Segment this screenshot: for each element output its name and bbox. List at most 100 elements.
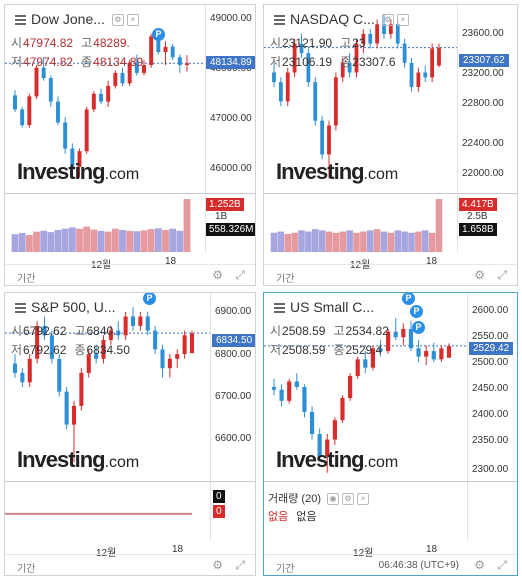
close-icon[interactable]: × — [396, 14, 409, 27]
settings-icon[interactable]: ⚙ — [111, 14, 124, 27]
period-label[interactable]: 기간 — [276, 564, 295, 575]
volume-bar — [61, 228, 69, 252]
candle — [163, 41, 168, 66]
p-badge-icon[interactable]: P — [152, 28, 165, 41]
panel-title[interactable]: NASDAQ C... ⚙ × — [274, 11, 409, 27]
candle — [116, 321, 121, 340]
candle-body — [48, 78, 53, 102]
period-label[interactable]: 기간 — [276, 274, 295, 285]
chart-panel-nasdaq[interactable]: NASDAQ C... ⚙ × 시23121.90 고23 저23106.19 종23… — [263, 4, 518, 286]
candle-body — [354, 43, 359, 73]
candle-body — [278, 82, 283, 102]
y-tick: 2600.00 — [472, 305, 509, 316]
y-axis: 23600.00 23200.00 22800.00 22400.00 2200… — [457, 5, 517, 193]
candle-body — [142, 65, 146, 73]
chart-panel-dow[interactable]: Dow Jone... ⚙ × 시47974.82 고48289. 저47974.8… — [4, 4, 256, 286]
gear-icon[interactable]: ⚙ — [212, 558, 223, 572]
period-label[interactable]: 기간 — [17, 564, 36, 575]
high-label: 고 — [340, 36, 352, 50]
expand-icon[interactable]: ⤢ — [497, 558, 507, 572]
expand-icon[interactable]: ⤢ — [497, 268, 507, 282]
menu-icon[interactable] — [274, 15, 285, 25]
candle — [409, 58, 414, 92]
ohlc-row-2: 저23106.19 종23307.6 — [270, 53, 404, 70]
close-icon[interactable]: × — [126, 14, 139, 27]
close-icon[interactable]: × — [357, 493, 370, 506]
volume-bar — [332, 232, 340, 252]
candle-body — [20, 372, 25, 383]
pane-separator[interactable] — [264, 481, 517, 482]
ohlc-row-2: 저2508.59 종2529.4 — [270, 341, 390, 358]
candle — [71, 401, 77, 463]
y-tick: 2300.00 — [472, 464, 509, 475]
volume-bar — [176, 230, 184, 252]
candle — [27, 354, 32, 387]
candle-body — [317, 434, 322, 457]
candle-body — [20, 109, 25, 126]
volume-bar — [47, 232, 55, 252]
panel-title[interactable]: Dow Jone... ⚙ × — [15, 11, 139, 27]
y-tick: 6900.00 — [215, 306, 252, 317]
period-label[interactable]: 기간 — [17, 274, 36, 285]
chart-panel-us-small-cap[interactable]: US Small C... 시2508.59 고2534.82 저2508.59 종… — [263, 292, 518, 576]
p-badge-icon[interactable]: P — [402, 293, 415, 305]
p-badge-icon[interactable]: P — [412, 321, 425, 334]
p-badge-icon[interactable]: P — [143, 293, 156, 305]
gear-icon[interactable]: ⚙ — [474, 268, 485, 282]
low-label: 저 — [11, 343, 23, 357]
candlestick-chart[interactable] — [5, 293, 210, 481]
candle — [347, 373, 353, 401]
visibility-icon[interactable]: ◉ — [327, 493, 340, 506]
candle — [189, 330, 195, 354]
candle — [167, 354, 172, 378]
y-tick: 49000.00 — [210, 13, 252, 24]
open-label: 시 — [11, 324, 23, 338]
volume-bar — [311, 229, 319, 252]
candle — [302, 384, 307, 418]
candle-body — [170, 46, 175, 58]
menu-icon[interactable] — [274, 303, 285, 313]
panel-title[interactable]: US Small C... — [274, 299, 374, 315]
panel-title[interactable]: S&P 500, U... — [15, 299, 116, 315]
candle — [368, 29, 373, 49]
volume-bar — [394, 230, 402, 252]
volume-tick-text: 1B — [215, 211, 228, 222]
candle-body — [332, 420, 337, 440]
y-tick: 46000.00 — [210, 163, 252, 174]
gear-icon[interactable]: ⚙ — [212, 268, 223, 282]
candlestick-chart[interactable] — [5, 5, 205, 193]
expand-icon[interactable]: ⤢ — [235, 268, 245, 282]
candle-body — [393, 331, 398, 338]
expand-icon[interactable]: ⤢ — [235, 558, 245, 572]
high-label: 고 — [74, 324, 86, 338]
candle — [355, 356, 360, 379]
gear-icon[interactable]: ⚙ — [474, 558, 485, 572]
candle — [48, 75, 53, 107]
candlestick-chart[interactable] — [264, 293, 467, 481]
open-value: 6792.62 — [23, 324, 67, 338]
current-price-label: 6834.50 — [212, 334, 255, 347]
chart-panel-sp500[interactable]: S&P 500, U... 시6792.62 고6840. 저6792.62 종68… — [4, 292, 256, 576]
high-value: 6840. — [86, 324, 117, 338]
investing-logo: Investing.com — [276, 447, 398, 473]
pane-separator[interactable] — [5, 193, 255, 194]
candle-body — [123, 316, 128, 336]
y-tick: 2550.00 — [472, 331, 509, 342]
menu-icon[interactable] — [15, 303, 26, 313]
pane-separator[interactable] — [5, 481, 255, 482]
candlestick-chart[interactable] — [264, 5, 457, 193]
pane-separator[interactable] — [264, 193, 517, 194]
volume-bar — [90, 229, 98, 252]
investing-logo: Investing.com — [17, 447, 139, 473]
settings-icon[interactable]: ⚙ — [342, 493, 355, 506]
candle-body — [370, 348, 376, 368]
volume-bar — [18, 232, 26, 252]
p-badge-icon[interactable]: P — [410, 305, 423, 318]
candle-body — [175, 354, 180, 359]
x-axis-day: 18 — [172, 544, 184, 555]
candle-body — [272, 72, 276, 83]
menu-icon[interactable] — [15, 15, 26, 25]
candle-body — [57, 358, 62, 392]
settings-icon[interactable]: ⚙ — [381, 14, 394, 27]
candle — [378, 340, 383, 357]
